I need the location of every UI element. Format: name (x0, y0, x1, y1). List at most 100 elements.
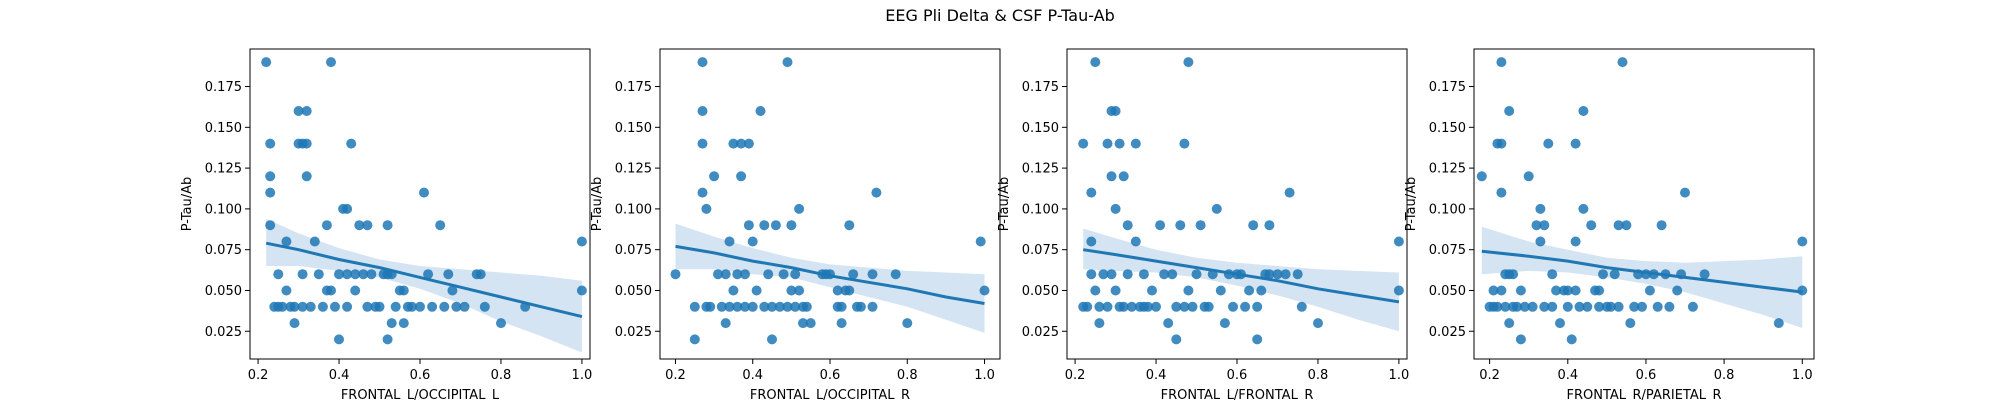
scatter-point (1175, 220, 1186, 231)
y-tick-label: 0.125 (1429, 162, 1466, 177)
scatter-point (1547, 301, 1558, 312)
y-tick-label: 0.050 (615, 284, 652, 299)
scatter-point (1094, 301, 1105, 312)
scatter-point (975, 236, 986, 247)
scatter-point (281, 236, 292, 247)
chart-panel-3: 0.2 0.4 0.6 0.8 1.0 0.025 0.050 0.075 0.100 0.125… (997, 48, 1409, 400)
y-tick-label: 0.125 (1022, 162, 1059, 177)
scatter-point (334, 334, 344, 345)
scatter-point (334, 269, 344, 280)
x-tick-label: 0.6 (1227, 368, 1248, 383)
scatter-point (1143, 301, 1153, 312)
scatter-point (751, 285, 762, 296)
scatter-point (1272, 269, 1283, 280)
scatter-point (1496, 285, 1507, 296)
scatter-point (728, 138, 739, 149)
scatter-point (716, 301, 727, 312)
scatter-point (443, 269, 454, 280)
scatter-point (1284, 187, 1295, 198)
x-tick-label: 1.0 (1792, 368, 1813, 383)
x-tick-label: 0.8 (897, 368, 918, 383)
x-tick-label: 1.0 (974, 368, 995, 383)
scatter-point (740, 301, 750, 312)
y-tick-label: 0.125 (615, 162, 652, 177)
scatter-point (1515, 285, 1526, 296)
y-tick-label: 0.075 (1429, 243, 1466, 258)
scatter-point (1504, 106, 1515, 116)
y-tick-label: 0.125 (205, 162, 242, 177)
scatter-point (265, 187, 276, 198)
scatter-point (1555, 318, 1565, 329)
scatter-point (786, 285, 797, 296)
x-tick-label: 0.2 (248, 368, 269, 383)
scatter-point (419, 187, 429, 198)
x-axis-label: FRONTAL_L/FRONTAL_R (1161, 388, 1314, 400)
scatter-point (289, 301, 300, 312)
y-tick-label: 0.025 (1429, 325, 1466, 340)
scatter-point (755, 106, 766, 116)
x-tick-label: 0.4 (742, 368, 763, 383)
scatter-point (1625, 318, 1636, 329)
scatter-point (1393, 285, 1404, 296)
scatter-point (350, 269, 361, 280)
confidence-band (1481, 226, 1803, 328)
scatter-point (1183, 285, 1194, 296)
scatter-point (1191, 269, 1202, 280)
scatter-point (1773, 318, 1784, 329)
scatter-point (713, 269, 723, 280)
scatter-point (1393, 236, 1404, 247)
scatter-point (1562, 285, 1573, 296)
scatter-point (261, 57, 272, 68)
scatter-point (1672, 285, 1683, 296)
scatter-point (763, 269, 774, 280)
y-axis-label: P-Tau/Ab (180, 177, 195, 232)
scatter-point (1163, 318, 1174, 329)
x-axis-label: FRONTAL_L/OCCIPITAL_R (750, 388, 910, 400)
scatter-point (1570, 236, 1581, 247)
chart-panel-4: 0.2 0.4 0.6 0.8 1.0 0.025 0.050 0.075 0.100 0.125… (1404, 48, 1815, 400)
scatter-point (1574, 301, 1585, 312)
scatter-point (1252, 334, 1263, 345)
scatter-point (1621, 220, 1632, 231)
scatter-point (1167, 269, 1178, 280)
scatter-point (342, 301, 353, 312)
scatter-point (1078, 138, 1089, 149)
scatter-point (801, 301, 812, 312)
scatter-point (1609, 269, 1620, 280)
scatter-point (362, 301, 373, 312)
regression-line (675, 244, 985, 305)
scatter-point (330, 301, 340, 312)
scatter-point (1687, 301, 1698, 312)
scatter-point (1086, 236, 1097, 247)
scatter-point (728, 285, 739, 296)
x-tick-label: 0.2 (1479, 368, 1500, 383)
y-axis-label: P-Tau/Ab (997, 177, 1012, 232)
scatter-point (1171, 301, 1182, 312)
scatter-point (979, 285, 990, 296)
scatter-point (342, 269, 353, 280)
scatter-point (281, 285, 292, 296)
regression-line (265, 241, 583, 319)
scatter-point (289, 318, 300, 329)
x-axis-label: FRONTAL_L/OCCIPITAL_L (341, 388, 500, 400)
scatter-point (1582, 301, 1593, 312)
scatter-point (1094, 318, 1105, 329)
scatter-point (362, 220, 373, 231)
scatter-point (1171, 334, 1182, 345)
panels: 0.2 0.4 0.6 0.8 1.0 0.025 0.050 0.075 0.100 0.125… (180, 48, 1815, 400)
scatter-point (576, 285, 587, 296)
scatter-point (705, 301, 716, 312)
scatter-point (1280, 269, 1291, 280)
scatter-point (747, 301, 758, 312)
y-tick-label: 0.025 (205, 325, 242, 340)
scatter-point (1539, 301, 1550, 312)
scatter-point (479, 301, 490, 312)
scatter-point (406, 301, 417, 312)
scatter-point (1594, 285, 1605, 296)
axes-frame (1473, 48, 1815, 360)
x-tick-label: 1.0 (572, 368, 593, 383)
x-tick-label: 0.4 (1557, 368, 1578, 383)
scatter-point (309, 236, 320, 247)
x-tick-label: 0.8 (1308, 368, 1329, 383)
